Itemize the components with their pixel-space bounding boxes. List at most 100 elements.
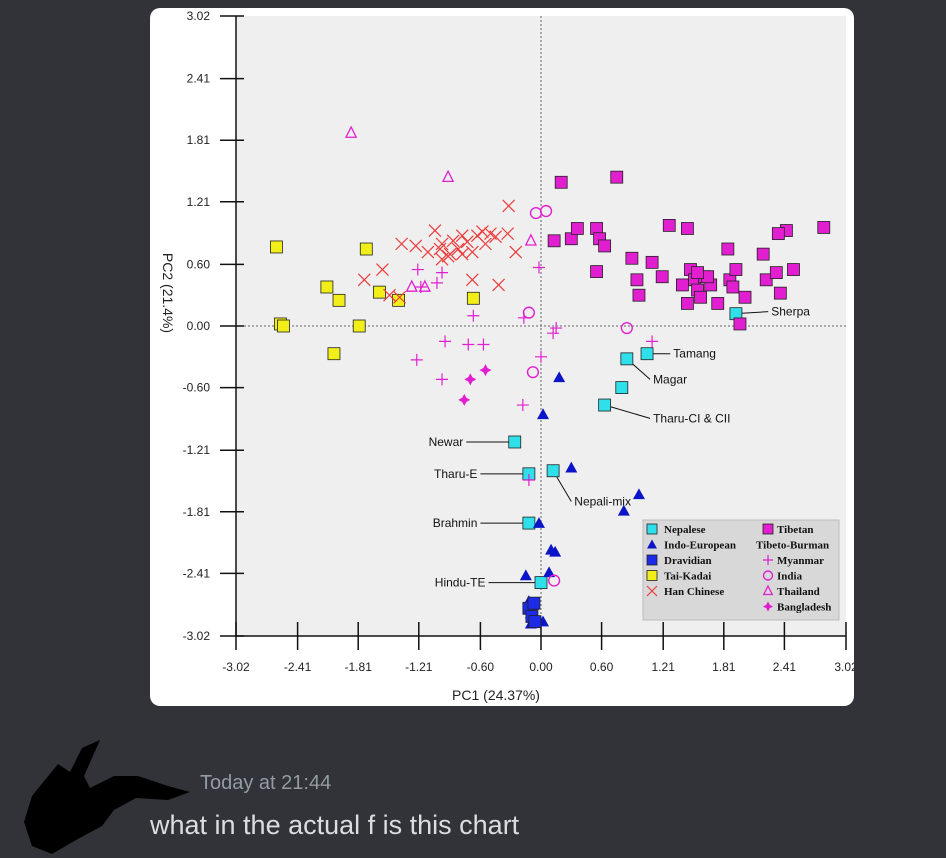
point-tibetan	[681, 222, 694, 235]
point-myanmar	[439, 335, 452, 348]
legend-marker	[647, 539, 657, 549]
point-tai-kadai	[320, 280, 334, 294]
legend-marker	[763, 601, 773, 612]
y-tick-label: -1.21	[183, 443, 211, 457]
legend-label: Han Chinese	[664, 586, 724, 598]
point-han-chinese	[489, 230, 502, 244]
annotation-label: Brahmin	[433, 516, 478, 530]
point-han-chinese	[455, 229, 469, 243]
x-tick-label: 1.21	[652, 660, 676, 674]
legend-label: Tai-Kadai	[664, 571, 711, 583]
point-nepalese	[546, 464, 560, 478]
point-myanmar	[436, 373, 449, 386]
point-nepalese	[615, 381, 629, 394]
legend-box	[642, 519, 840, 621]
point-tibetan	[756, 247, 770, 261]
point-han-chinese	[465, 273, 479, 287]
point-tibetan	[817, 221, 831, 234]
point-tai-kadai	[332, 293, 346, 307]
point-tai-kadai	[277, 319, 290, 333]
point-thailand	[344, 125, 358, 138]
point-han-chinese	[395, 237, 409, 251]
point-han-chinese	[446, 234, 460, 248]
point-han-chinese	[433, 242, 447, 256]
point-han-chinese	[393, 290, 407, 304]
point-myanmar	[436, 266, 449, 279]
point-tibetan	[662, 219, 676, 232]
avatar-scribble-icon[interactable]	[18, 736, 198, 856]
legend-marker	[763, 555, 773, 565]
x-tick-label: -1.21	[405, 660, 433, 674]
point-myanmar	[430, 276, 443, 289]
point-han-chinese	[357, 273, 371, 287]
point-tibetan	[554, 175, 568, 189]
point-tibetan	[769, 266, 783, 280]
point-indo-european	[632, 488, 645, 500]
y-tick-label: 2.41	[187, 72, 211, 86]
legend-marker	[646, 585, 658, 597]
point-nepalese	[640, 347, 654, 361]
annotation-label: Tharu-CI & CII	[653, 411, 730, 425]
point-tibetan	[771, 227, 785, 241]
point-han-chinese	[451, 242, 465, 256]
point-tibetan	[625, 251, 639, 265]
point-nepalese	[522, 516, 536, 530]
legend-label: Tibetan	[777, 524, 813, 536]
annotation-label: Sherpa	[771, 305, 810, 319]
point-tibetan	[675, 278, 689, 292]
point-tibetan	[570, 222, 584, 235]
point-dravidian	[527, 596, 541, 610]
point-india	[620, 321, 633, 335]
y-tick-label: 3.02	[187, 9, 211, 23]
x-axis-title: PC1 (24.37%)	[452, 687, 540, 703]
point-myanmar	[516, 399, 529, 412]
point-han-chinese	[502, 199, 516, 213]
y-axis-title: PC2 (21.4%)	[160, 253, 176, 333]
y-tick-label: 0.00	[187, 319, 211, 333]
pca-scatter-chart: 3.02 2.41 1.81 1.21 0.60 0.00 -0.60 -1.21 -1.81 -…	[160, 9, 854, 703]
point-india	[522, 306, 535, 319]
point-han-chinese	[455, 247, 469, 261]
point-india	[539, 204, 553, 218]
chart-image[interactable]: 3.02 2.41 1.81 1.21 0.60 0.00 -0.60 -1.21 -1.81 -…	[150, 8, 854, 706]
point-tibetan	[691, 266, 704, 280]
point-bangladesh	[458, 393, 471, 406]
point-han-chinese	[443, 247, 457, 261]
x-tick-label: 0.00	[529, 660, 553, 674]
point-tibetan	[711, 297, 725, 310]
point-nepalese	[598, 398, 612, 412]
point-tibetan	[694, 290, 707, 304]
point-tibetan	[773, 286, 787, 300]
point-han-chinese	[383, 288, 396, 302]
point-tai-kadai	[392, 293, 405, 307]
point-tibetan	[598, 239, 612, 253]
legend-label: Bangladesh	[777, 602, 831, 614]
point-han-chinese	[460, 235, 474, 249]
point-han-chinese	[509, 245, 523, 259]
x-tick-label: 3.02	[834, 660, 854, 674]
point-myanmar	[477, 338, 490, 351]
point-tibetan	[610, 170, 624, 184]
message-timestamp: Today at 21:44	[200, 772, 332, 794]
point-myanmar	[547, 327, 560, 340]
point-indo-european	[537, 408, 550, 420]
point-han-chinese	[501, 227, 515, 241]
point-tai-kadai	[359, 242, 373, 256]
point-tai-kadai	[269, 240, 283, 254]
point-tibetan	[759, 273, 773, 287]
point-myanmar	[410, 353, 423, 366]
annotation-label: Magar	[653, 372, 687, 386]
legend-label: Thailand	[777, 586, 820, 598]
y-tick-label: -1.81	[183, 505, 211, 519]
point-myanmar	[550, 322, 563, 335]
point-tai-kadai	[327, 347, 341, 361]
point-bangladesh	[479, 364, 492, 377]
point-dravidian	[528, 615, 542, 629]
point-han-chinese	[409, 239, 423, 253]
legend-marker	[646, 523, 658, 535]
point-indo-european	[543, 566, 556, 578]
point-myanmar	[532, 261, 545, 274]
point-tibetan	[787, 263, 800, 276]
y-tick-label: 1.81	[187, 133, 211, 147]
y-tick-label: -0.60	[183, 381, 211, 395]
